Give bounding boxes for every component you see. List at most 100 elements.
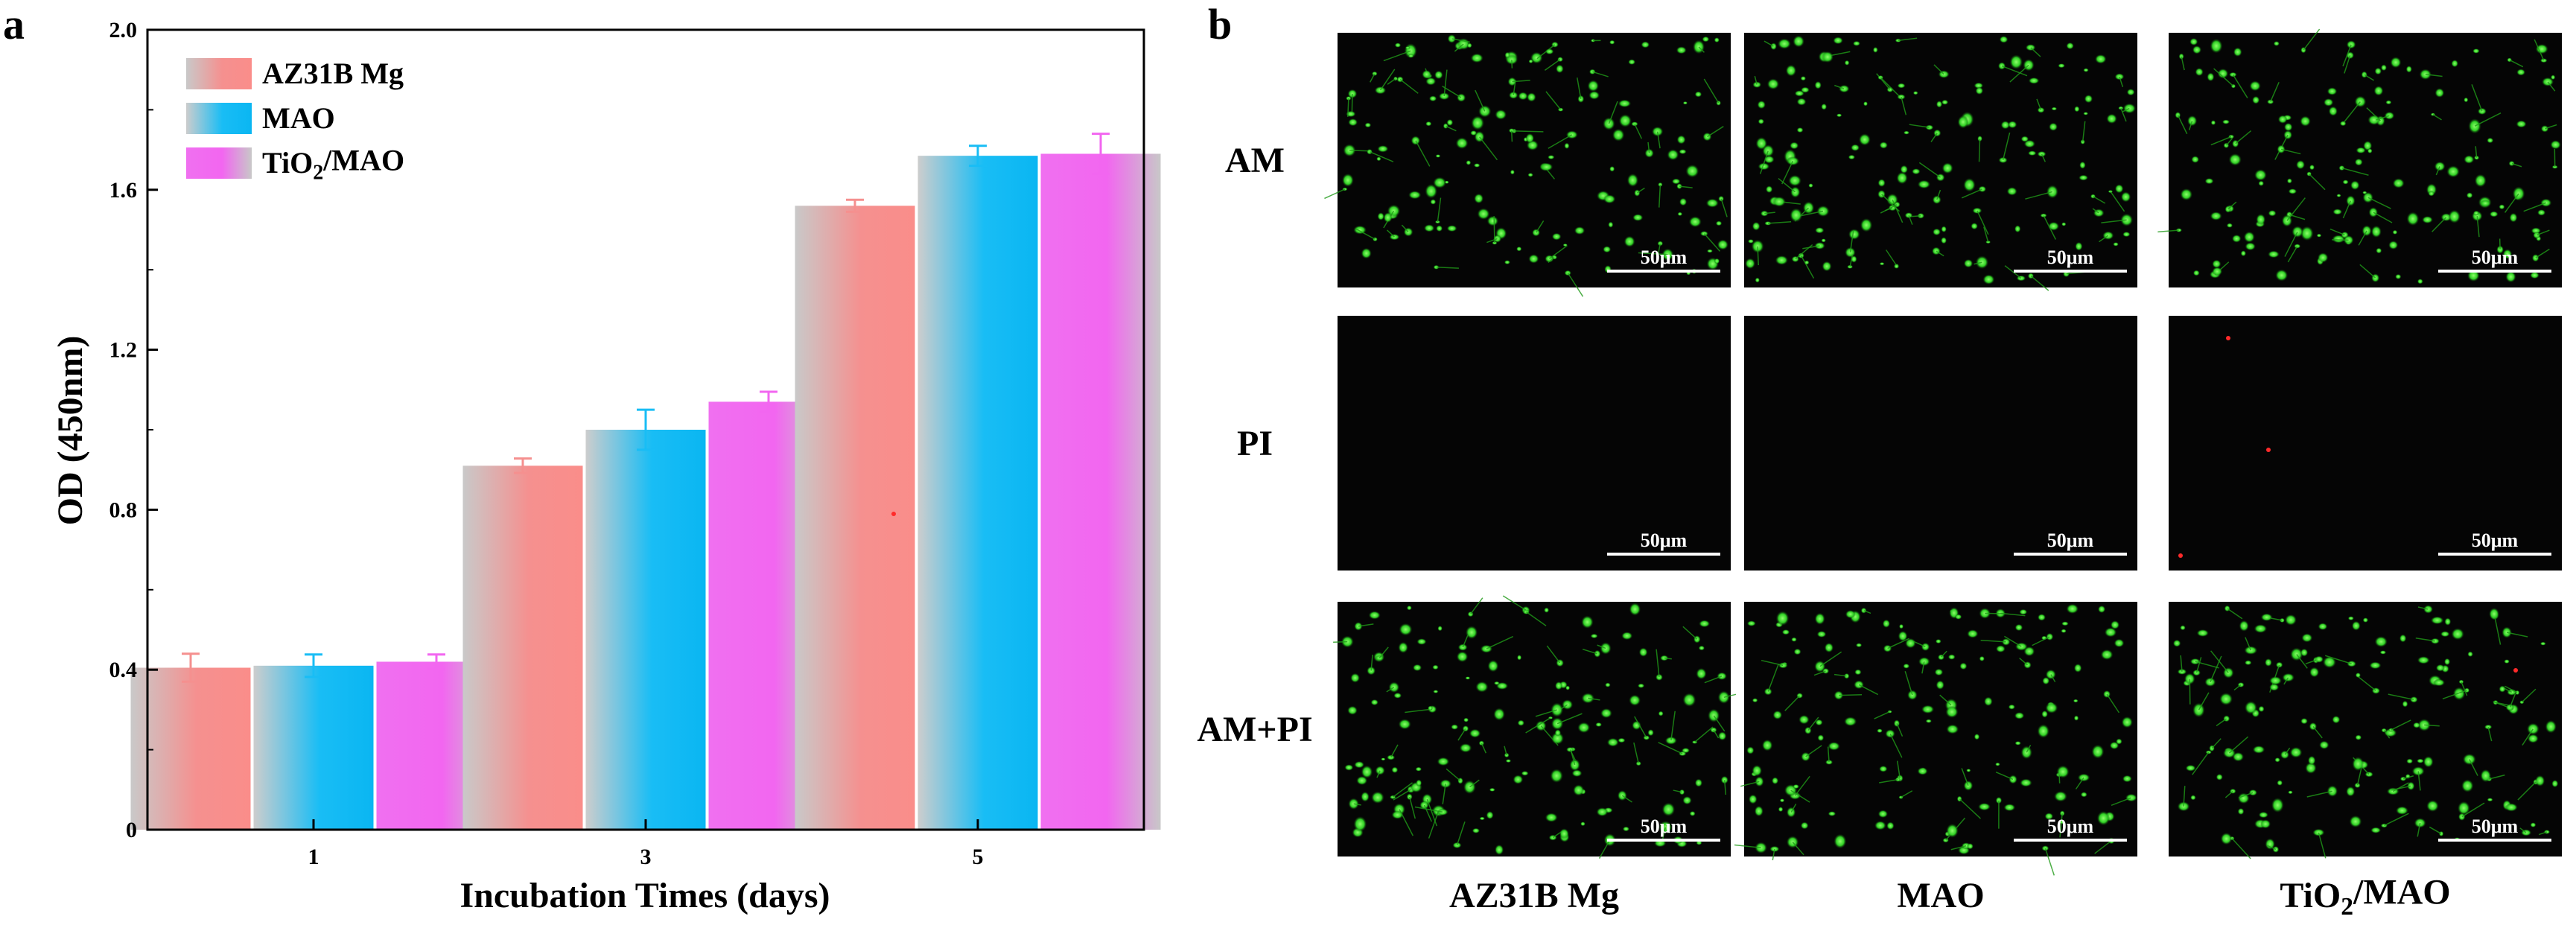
- cell-process: [2180, 655, 2183, 672]
- cell: [2294, 244, 2301, 249]
- cell: [1676, 135, 1686, 144]
- cell: [1694, 91, 1702, 98]
- cell: [1816, 205, 1830, 217]
- cell: [1562, 244, 1568, 247]
- cell-process: [2388, 693, 2414, 701]
- cell: [1775, 611, 1790, 626]
- cell-process: [1978, 139, 1981, 162]
- cell-process: [1795, 244, 1813, 260]
- cell: [1436, 225, 1443, 232]
- y-tick-label: 2.0: [109, 18, 138, 42]
- cell-process: [1436, 267, 1459, 269]
- cell: [2210, 38, 2223, 54]
- cell-process: [1636, 187, 1645, 194]
- cell: [2426, 800, 2439, 813]
- cell-process: [1827, 746, 1830, 763]
- cell-process: [2471, 84, 2483, 112]
- cell-process: [2289, 214, 2306, 220]
- cell: [1752, 698, 1758, 703]
- cell: [2309, 667, 2320, 678]
- cell: [1863, 101, 1869, 107]
- cell: [1834, 690, 1844, 700]
- cell: [1661, 802, 1676, 817]
- cell-process: [2082, 121, 2086, 142]
- cell-process: [1898, 37, 1918, 42]
- cell-process: [1673, 789, 1682, 793]
- cell: [1361, 247, 1372, 259]
- cell: [1746, 746, 1755, 754]
- cell: [2097, 605, 2106, 614]
- cell: [2245, 242, 2256, 251]
- scale-bar-label: 50μm: [2472, 247, 2519, 268]
- cell-process: [1387, 78, 1396, 85]
- cell: [1934, 668, 1944, 676]
- cell-process: [2025, 191, 2053, 200]
- cell: [1679, 197, 1688, 206]
- cell: [1465, 626, 1478, 640]
- cell: [2422, 216, 2433, 224]
- dead-cell: [2513, 668, 2518, 673]
- cell: [2180, 188, 2193, 201]
- cell-process: [1443, 69, 1448, 97]
- cell-process: [1548, 256, 1555, 264]
- cell: [1833, 36, 1843, 45]
- cell: [1954, 614, 1962, 620]
- dead-cell: [2226, 336, 2230, 340]
- cell: [1446, 118, 1454, 127]
- cell: [1967, 629, 1979, 638]
- cell: [2467, 651, 2473, 658]
- cell-process: [2306, 790, 2333, 798]
- cell-process: [1813, 670, 1826, 676]
- cell: [2388, 241, 2399, 250]
- cell-process: [2235, 130, 2252, 144]
- cell-process: [2429, 826, 2442, 835]
- cell: [2222, 119, 2230, 124]
- cell: [1667, 149, 1679, 161]
- cell-process: [2536, 229, 2550, 236]
- micrograph-1-0: 50μm: [891, 316, 1731, 571]
- cell: [2061, 629, 2067, 633]
- cell: [1622, 826, 1629, 832]
- cell: [2480, 200, 2491, 207]
- cell-process: [1481, 743, 1487, 754]
- cell: [1800, 76, 1807, 81]
- cell-process: [2036, 98, 2042, 111]
- cell-process: [2367, 197, 2391, 209]
- cell: [1959, 662, 1968, 670]
- cell: [2464, 155, 2475, 164]
- cell-process: [1633, 742, 1639, 764]
- cell-process: [2519, 827, 2527, 833]
- cell: [1877, 179, 1886, 188]
- cell: [1814, 612, 1825, 625]
- cell-process: [1588, 697, 1600, 701]
- cell: [2356, 147, 2366, 154]
- legend-swatch-0: [186, 58, 252, 89]
- cell-process: [1544, 59, 1561, 71]
- cell-process: [2030, 275, 2049, 291]
- cell-process: [2547, 81, 2556, 92]
- cell: [2323, 98, 2334, 107]
- cell: [2300, 226, 2314, 241]
- cell: [2075, 241, 2083, 251]
- cell-process: [1386, 229, 1395, 238]
- cell-process: [2195, 661, 2219, 669]
- cell: [1815, 227, 1825, 234]
- x-tick-label: 5: [973, 845, 984, 869]
- cell: [1655, 673, 1663, 681]
- cell: [1815, 719, 1823, 726]
- cell: [2355, 673, 2362, 678]
- cell: [1471, 115, 1484, 130]
- cell: [2474, 174, 2487, 188]
- cell: [2354, 158, 2363, 166]
- cell: [1545, 48, 1554, 55]
- cell: [2254, 169, 2267, 181]
- cell: [1342, 173, 1354, 187]
- cell-process: [1545, 91, 1562, 110]
- legend-swatch-2: [186, 147, 252, 179]
- cell: [1559, 828, 1569, 839]
- cell-process: [1567, 273, 1584, 297]
- cell: [2274, 757, 2280, 763]
- cell-process: [2342, 44, 2352, 67]
- cell: [2489, 608, 2499, 620]
- cell: [2504, 659, 2510, 664]
